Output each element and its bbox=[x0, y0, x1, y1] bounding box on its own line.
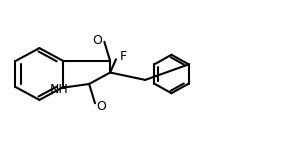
Text: O: O bbox=[96, 100, 106, 113]
Text: NH: NH bbox=[50, 83, 69, 96]
Text: F: F bbox=[120, 50, 127, 63]
Text: O: O bbox=[92, 34, 102, 47]
